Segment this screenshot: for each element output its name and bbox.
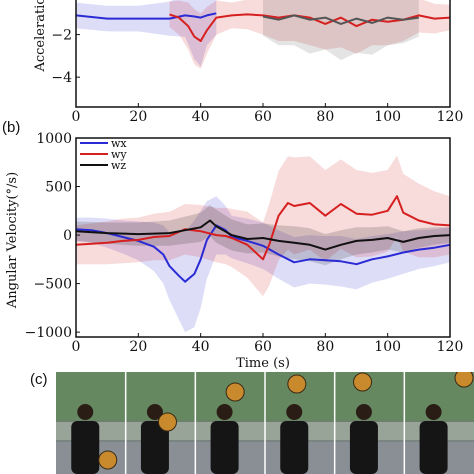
panel-b-ytick-label: −500 (34, 277, 72, 293)
panel-a-ytick-label: −2 (51, 28, 72, 44)
panel-a-yticks: −2 −4 (51, 28, 80, 86)
panel-a-ytick-label: −4 (51, 70, 72, 86)
legend-label-wy: wy (111, 148, 127, 161)
panel-a-xtick-label: 80 (316, 109, 334, 125)
panel-b-bands (76, 155, 450, 333)
panel-a-xtick-label: 120 (437, 109, 464, 125)
panel-b-ylabel: Angular Velocity(°/s) (5, 172, 20, 309)
panel-b-xtick-label: 0 (72, 339, 81, 355)
panel-a: 0 20 40 60 80 100 120 −2 −4 Acceleration (33, 0, 463, 125)
panel-b: 0 20 40 60 80 100 120 1000 500 0 −500 −1000 (b) An… (2, 119, 463, 371)
photo-player-body (419, 421, 448, 474)
photo-basketball (454, 372, 474, 388)
panel-a-bands (76, 0, 450, 69)
photo-player-head (355, 404, 372, 420)
panel-a-xticks: 0 20 40 60 80 100 120 (72, 103, 464, 125)
panel-a-ylabel: Acceleration (33, 0, 48, 73)
panel-c-label: (c) (30, 371, 48, 388)
photo-player-body (349, 421, 378, 474)
panel-b-xtick-label: 100 (374, 339, 401, 355)
panel-b-band-2 (76, 205, 450, 266)
legend-label-wz: wz (111, 159, 126, 172)
panel-a-xtick-label: 60 (254, 109, 272, 125)
legend-label-wx: wx (111, 137, 127, 150)
panel-b-label: (b) (2, 119, 20, 136)
panel-b-xtick-label: 120 (437, 339, 464, 355)
panel-c: (c) (30, 371, 474, 474)
panel-b-band-1 (76, 155, 450, 297)
panel-a-band-1 (169, 0, 450, 69)
panel-b-ytick-label: 500 (45, 180, 72, 196)
panel-a-xtick-label: 0 (72, 109, 81, 125)
photo-basketball (225, 382, 245, 402)
photo-player-head (216, 404, 233, 420)
panel-b-ytick-label: 1000 (36, 131, 72, 147)
photo-basketball (353, 372, 373, 392)
photo-player-body (280, 421, 309, 474)
panel-b-series-line-1 (76, 195, 450, 261)
panel-a-xtick-label: 100 (374, 109, 401, 125)
panel-b-xtick-label: 60 (254, 339, 272, 355)
panel-b-xtick-label: 80 (316, 339, 334, 355)
panel-b-band-0 (76, 196, 450, 333)
photo-player-head (425, 404, 442, 420)
panel-b-xtick-label: 40 (192, 339, 210, 355)
photo-player-body (140, 421, 169, 474)
panel-a-xtick-label: 20 (129, 109, 147, 125)
panel-a-band-2 (263, 0, 419, 61)
panel-b-yticks: 1000 500 0 −500 −1000 (25, 131, 80, 341)
photo-basketball (98, 450, 118, 470)
photo-basketball (157, 412, 177, 432)
panel-a-lines (76, 12, 450, 42)
panel-b-series-line-2 (76, 219, 450, 251)
panel-b-xtick-label: 20 (129, 339, 147, 355)
panel-a-series-line-2 (262, 14, 419, 25)
photo-player-head (286, 404, 303, 420)
panel-a-series-line-1 (169, 13, 450, 42)
panel-a-xtick-label: 40 (192, 109, 210, 125)
photo-player-head (146, 404, 163, 420)
panel-b-ytick-label: 0 (63, 228, 72, 244)
panel-b-xlabel: Time (s) (236, 356, 290, 371)
panel-b-xticks: 0 20 40 60 80 100 120 (72, 333, 464, 355)
photo-strip (56, 372, 474, 474)
photo-basketball (287, 374, 307, 394)
panel-a-series-line-0 (76, 12, 217, 20)
panel-b-ytick-label: −1000 (25, 325, 72, 341)
photo-player-head (77, 404, 94, 420)
photo-player-body (71, 421, 100, 474)
panel-b-lines (76, 195, 450, 283)
photo-player-body (210, 421, 239, 474)
